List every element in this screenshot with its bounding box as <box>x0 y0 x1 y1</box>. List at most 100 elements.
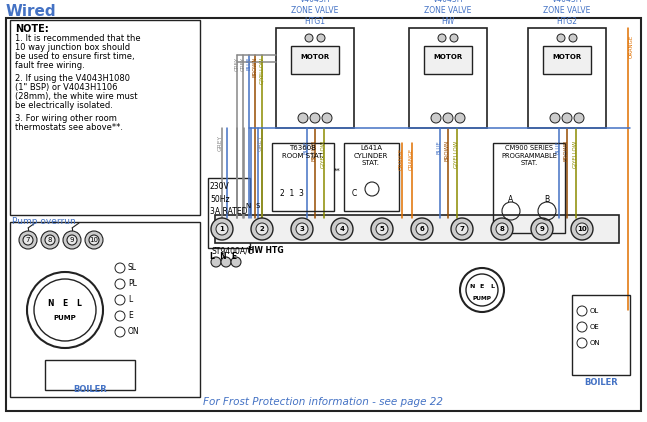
Circle shape <box>450 34 458 42</box>
Text: 5: 5 <box>380 226 384 232</box>
Text: E: E <box>480 284 484 289</box>
Text: Wired: Wired <box>6 4 57 19</box>
Circle shape <box>557 34 565 42</box>
Bar <box>344 143 399 211</box>
Circle shape <box>211 257 221 267</box>
Circle shape <box>211 218 233 240</box>
Text: L: L <box>490 284 494 289</box>
Text: T6360B
ROOM STAT.: T6360B ROOM STAT. <box>282 145 324 159</box>
Text: 230V
50Hz
3A RATED: 230V 50Hz 3A RATED <box>210 182 248 216</box>
Circle shape <box>336 223 348 235</box>
Text: ON: ON <box>590 340 600 346</box>
Bar <box>493 143 565 233</box>
Text: ORANGE: ORANGE <box>408 148 413 170</box>
Circle shape <box>291 218 313 240</box>
Text: 7: 7 <box>459 226 465 232</box>
Text: G/YELLOW: G/YELLOW <box>320 140 325 168</box>
Text: GREY: GREY <box>234 57 239 71</box>
Text: 9: 9 <box>540 226 544 232</box>
Text: BLUE: BLUE <box>437 140 441 154</box>
Circle shape <box>251 218 273 240</box>
Text: L641A
CYLINDER
STAT.: L641A CYLINDER STAT. <box>354 145 388 166</box>
Bar <box>215 215 619 243</box>
Circle shape <box>45 235 55 245</box>
Circle shape <box>231 257 241 267</box>
Circle shape <box>296 223 308 235</box>
Circle shape <box>216 223 228 235</box>
Text: N: N <box>469 284 475 289</box>
Text: NOTE:: NOTE: <box>15 24 49 34</box>
Text: (28mm), the white wire must: (28mm), the white wire must <box>15 92 138 101</box>
Circle shape <box>431 113 441 123</box>
Text: SL: SL <box>128 263 137 273</box>
Circle shape <box>571 218 593 240</box>
Circle shape <box>569 34 577 42</box>
Bar <box>208 178 250 248</box>
Text: (1" BSP) or V4043H1106: (1" BSP) or V4043H1106 <box>15 83 118 92</box>
Text: OE: OE <box>590 324 600 330</box>
Text: ORANGE: ORANGE <box>399 148 404 170</box>
Circle shape <box>305 34 313 42</box>
Text: 2  1  3: 2 1 3 <box>280 189 304 197</box>
Text: G/YELLOW: G/YELLOW <box>573 140 578 168</box>
Circle shape <box>576 223 588 235</box>
Circle shape <box>562 113 572 123</box>
Circle shape <box>298 113 308 123</box>
Text: BLUE: BLUE <box>556 140 560 154</box>
Bar <box>291 46 339 74</box>
Text: BROWN: BROWN <box>311 140 316 161</box>
Circle shape <box>456 223 468 235</box>
Text: 6: 6 <box>420 226 424 232</box>
Circle shape <box>376 223 388 235</box>
Bar <box>572 295 630 375</box>
Circle shape <box>491 218 513 240</box>
Text: V4043H
ZONE VALVE
HTG1: V4043H ZONE VALVE HTG1 <box>291 0 338 26</box>
Circle shape <box>89 235 99 245</box>
Text: Pump overrun: Pump overrun <box>12 217 76 226</box>
Text: B: B <box>544 195 549 205</box>
Circle shape <box>536 223 548 235</box>
Text: E: E <box>128 311 133 320</box>
Text: L  N  E: L N E <box>210 252 237 261</box>
Text: OL: OL <box>590 308 599 314</box>
Text: CM900 SERIES
PROGRAMMABLE
STAT.: CM900 SERIES PROGRAMMABLE STAT. <box>501 145 557 166</box>
Circle shape <box>371 218 393 240</box>
Bar <box>424 46 472 74</box>
Circle shape <box>310 113 320 123</box>
Text: GREY: GREY <box>217 135 223 151</box>
Bar <box>10 20 200 215</box>
Text: For Frost Protection information - see page 22: For Frost Protection information - see p… <box>203 397 443 407</box>
Text: 3. For wiring other room: 3. For wiring other room <box>15 114 117 123</box>
Text: thermostats see above**.: thermostats see above**. <box>15 123 123 132</box>
Circle shape <box>411 218 433 240</box>
Bar <box>272 143 334 211</box>
Text: BOILER: BOILER <box>73 385 107 394</box>
Text: L: L <box>76 300 82 308</box>
Text: ORANGE: ORANGE <box>629 35 634 58</box>
Text: be used to ensure first time,: be used to ensure first time, <box>15 52 135 61</box>
Text: BROWN: BROWN <box>444 140 450 161</box>
Text: BOILER: BOILER <box>584 378 618 387</box>
Text: fault free wiring.: fault free wiring. <box>15 61 85 70</box>
Text: N: N <box>245 203 250 209</box>
Bar <box>409 28 487 128</box>
Text: 1. It is recommended that the: 1. It is recommended that the <box>15 34 140 43</box>
Text: **: ** <box>334 168 341 174</box>
Text: BROWN: BROWN <box>564 140 569 161</box>
Text: 10 way junction box should: 10 way junction box should <box>15 43 130 52</box>
Text: 3: 3 <box>300 226 305 232</box>
Circle shape <box>67 235 77 245</box>
Text: 10: 10 <box>89 237 98 243</box>
Circle shape <box>221 257 231 267</box>
Text: PUMP: PUMP <box>54 315 76 321</box>
Circle shape <box>531 218 553 240</box>
Text: 9: 9 <box>70 237 74 243</box>
Circle shape <box>322 113 332 123</box>
Circle shape <box>23 235 33 245</box>
Text: C: C <box>352 189 357 197</box>
Text: 4: 4 <box>340 226 344 232</box>
Circle shape <box>19 231 37 249</box>
Text: G/YELLOW: G/YELLOW <box>259 57 265 84</box>
Circle shape <box>574 113 584 123</box>
Text: MOTOR: MOTOR <box>433 54 463 60</box>
